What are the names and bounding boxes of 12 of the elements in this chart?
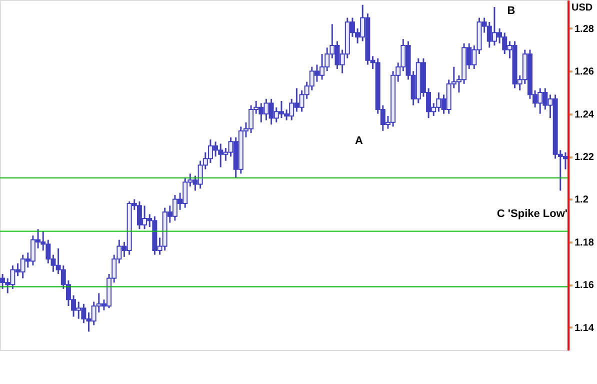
y-tick-label: 1.26: [574, 66, 594, 78]
annotation: A: [355, 135, 363, 147]
y-tick-label: 1.18: [574, 237, 594, 248]
y-tick-label: 1.2: [574, 194, 589, 206]
y-tick-label: 1.28: [574, 24, 594, 35]
annotation: B: [507, 5, 516, 17]
y-tick-label: 1.16: [574, 280, 594, 292]
y-tick-label: 1.14: [574, 322, 594, 334]
annotation: C 'Spike Low': [496, 208, 568, 220]
y-axis-title: USD: [572, 2, 593, 14]
y-tick-label: 1.24: [574, 109, 594, 120]
y-tick-label: 1.22: [574, 152, 594, 164]
